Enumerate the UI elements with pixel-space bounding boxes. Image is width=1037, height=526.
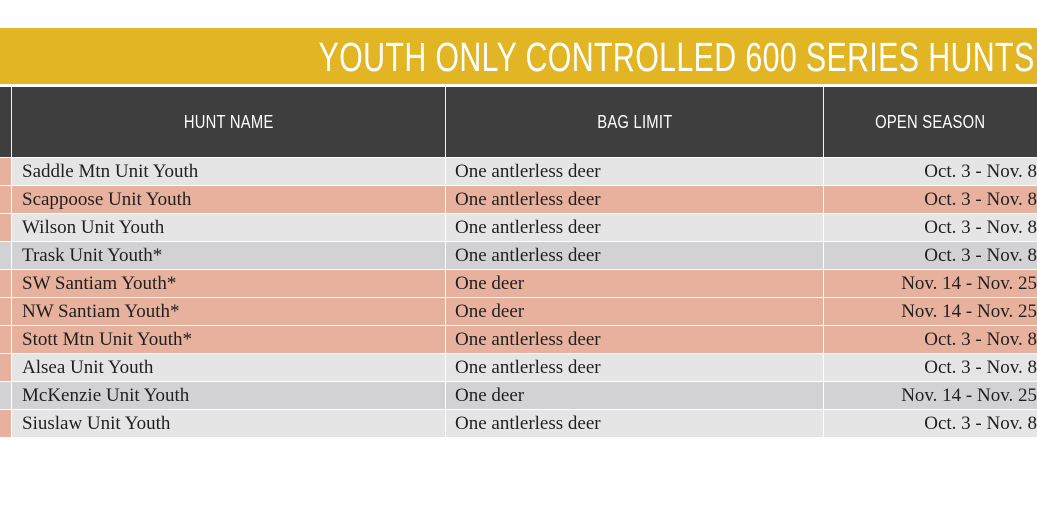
table-row: Stott Mtn Unit Youth* One antlerless dee… xyxy=(0,326,1037,353)
column-divider xyxy=(823,87,824,157)
table-row: McKenzie Unit Youth One deer Nov. 14 - N… xyxy=(0,382,1037,409)
hunt-name-cell: McKenzie Unit Youth xyxy=(12,382,445,409)
row-marker xyxy=(0,354,11,381)
open-season-cell: Oct. 3 - Nov. 8 xyxy=(824,410,1037,437)
column-divider xyxy=(445,87,446,157)
table-header: HUNT NAME BAG LIMIT OPEN SEASON xyxy=(0,87,1037,157)
hunt-name-cell: NW Santiam Youth* xyxy=(12,298,445,325)
hunt-name-cell: Wilson Unit Youth xyxy=(12,214,445,241)
bag-limit-cell: One antlerless deer xyxy=(446,158,823,185)
open-season-cell: Oct. 3 - Nov. 8 xyxy=(824,326,1037,353)
bag-limit-cell: One antlerless deer xyxy=(446,354,823,381)
bag-limit-cell: One antlerless deer xyxy=(446,242,823,269)
open-season-cell: Nov. 14 - Nov. 25 xyxy=(824,270,1037,297)
header-bag-limit: BAG LIMIT xyxy=(596,112,673,132)
open-season-cell: Nov. 14 - Nov. 25 xyxy=(824,298,1037,325)
open-season-cell: Oct. 3 - Nov. 8 xyxy=(824,158,1037,185)
row-marker xyxy=(0,382,11,409)
row-marker xyxy=(0,326,11,353)
bag-limit-cell: One deer xyxy=(446,382,823,409)
bag-limit-cell: One antlerless deer xyxy=(446,214,823,241)
table-row: Trask Unit Youth* One antlerless deer Oc… xyxy=(0,242,1037,269)
open-season-cell: Nov. 14 - Nov. 25 xyxy=(824,382,1037,409)
header-spacer xyxy=(0,87,11,157)
row-marker xyxy=(0,158,11,185)
table-row: Wilson Unit Youth One antlerless deer Oc… xyxy=(0,214,1037,241)
row-marker xyxy=(0,242,11,269)
open-season-cell: Oct. 3 - Nov. 8 xyxy=(824,214,1037,241)
column-divider xyxy=(11,87,12,157)
hunt-name-cell: Trask Unit Youth* xyxy=(12,242,445,269)
table-row: SW Santiam Youth* One deer Nov. 14 - Nov… xyxy=(0,270,1037,297)
title-bar: YOUTH ONLY CONTROLLED 600 SERIES HUNTS xyxy=(0,28,1037,84)
row-marker xyxy=(0,410,11,437)
table-title: YOUTH ONLY CONTROLLED 600 SERIES HUNTS xyxy=(319,34,1035,80)
hunts-table: HUNT NAME BAG LIMIT OPEN SEASON Saddle M… xyxy=(0,87,1037,437)
bag-limit-cell: One deer xyxy=(446,270,823,297)
bag-limit-cell: One antlerless deer xyxy=(446,186,823,213)
row-marker xyxy=(0,298,11,325)
hunt-name-cell: Saddle Mtn Unit Youth xyxy=(12,158,445,185)
hunt-name-cell: Siuslaw Unit Youth xyxy=(12,410,445,437)
header-open-season: OPEN SEASON xyxy=(875,112,986,132)
open-season-cell: Oct. 3 - Nov. 8 xyxy=(824,242,1037,269)
bag-limit-cell: One antlerless deer xyxy=(446,410,823,437)
row-marker xyxy=(0,270,11,297)
bag-limit-cell: One antlerless deer xyxy=(446,326,823,353)
hunt-name-cell: Stott Mtn Unit Youth* xyxy=(12,326,445,353)
open-season-cell: Oct. 3 - Nov. 8 xyxy=(824,354,1037,381)
open-season-cell: Oct. 3 - Nov. 8 xyxy=(824,186,1037,213)
top-margin xyxy=(0,0,1037,28)
hunt-name-cell: SW Santiam Youth* xyxy=(12,270,445,297)
table-row: Scappoose Unit Youth One antlerless deer… xyxy=(0,186,1037,213)
row-marker xyxy=(0,186,11,213)
hunt-name-cell: Alsea Unit Youth xyxy=(12,354,445,381)
row-marker xyxy=(0,214,11,241)
header-hunt-name: HUNT NAME xyxy=(183,112,274,132)
hunt-name-cell: Scappoose Unit Youth xyxy=(12,186,445,213)
table-row: Saddle Mtn Unit Youth One antlerless dee… xyxy=(0,158,1037,185)
table-row: NW Santiam Youth* One deer Nov. 14 - Nov… xyxy=(0,298,1037,325)
bag-limit-cell: One deer xyxy=(446,298,823,325)
table-row: Alsea Unit Youth One antlerless deer Oct… xyxy=(0,354,1037,381)
table-row: Siuslaw Unit Youth One antlerless deer O… xyxy=(0,410,1037,437)
